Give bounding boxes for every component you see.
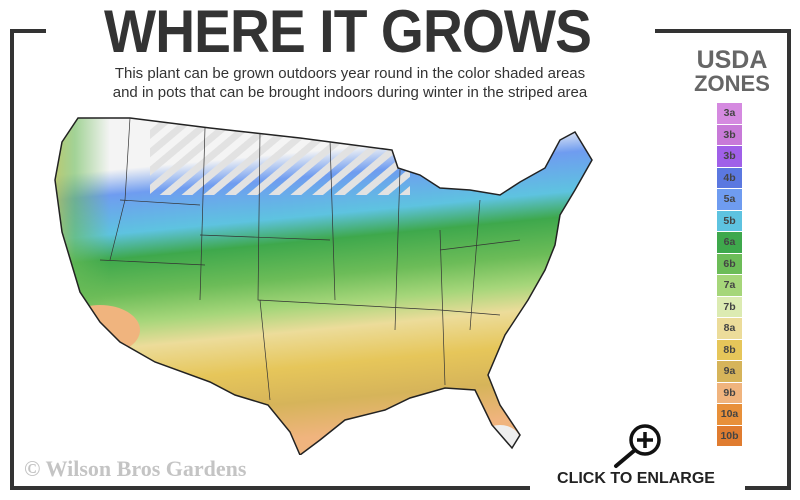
legend-zone-4b: 4b — [717, 167, 742, 188]
legend-title-usda: USDA — [696, 46, 768, 74]
legend-zone-5b: 5b — [717, 210, 742, 231]
legend-zone-7b: 7b — [717, 296, 742, 317]
legend-zone-3b: 3b — [717, 124, 742, 145]
subtitle-line-2: and in pots that can be brought indoors … — [112, 84, 588, 101]
legend-zone-9b: 9b — [717, 382, 742, 403]
legend-title-zones: ZONES — [694, 71, 770, 96]
legend-zone-6b: 6b — [717, 253, 742, 274]
zoom-in-icon[interactable] — [608, 420, 668, 470]
legend-title: USDA ZONES — [672, 48, 792, 96]
frame-bottom-left — [10, 486, 530, 490]
subtitle-line-1: This plant can be grown outdoors year ro… — [114, 65, 586, 82]
page-title: WHERE IT GROWS — [104, 0, 592, 65]
legend-zone-8b: 8b — [717, 339, 742, 360]
legend-zone-7a: 7a — [717, 275, 742, 296]
legend-zone-9a: 9a — [717, 361, 742, 382]
zone-legend: 3a 3b 3b 4b 5a 5b 6a 6b 7a 7b 8a 8b 9a 9b 10a 10b — [717, 103, 742, 447]
legend-zone-6a: 6a — [717, 232, 742, 253]
frame-right — [787, 29, 791, 490]
frame-top-right — [655, 29, 791, 33]
usa-zone-map[interactable] — [40, 105, 600, 455]
subtitle: This plant can be grown outdoors year ro… — [40, 64, 660, 102]
frame-top-left — [10, 29, 46, 33]
click-to-enlarge-button[interactable]: CLICK TO ENLARGE — [557, 470, 715, 487]
legend-zone-3b: 3b — [717, 146, 742, 167]
legend-zone-3a: 3a — [717, 103, 742, 124]
frame-bottom-right — [745, 486, 791, 490]
legend-zone-5a: 5a — [717, 189, 742, 210]
frame-left — [10, 29, 14, 490]
legend-zone-8a: 8a — [717, 318, 742, 339]
legend-zone-10a: 10a — [717, 404, 742, 425]
legend-zone-10b: 10b — [717, 425, 742, 446]
copyright: © Wilson Bros Gardens — [24, 456, 247, 481]
